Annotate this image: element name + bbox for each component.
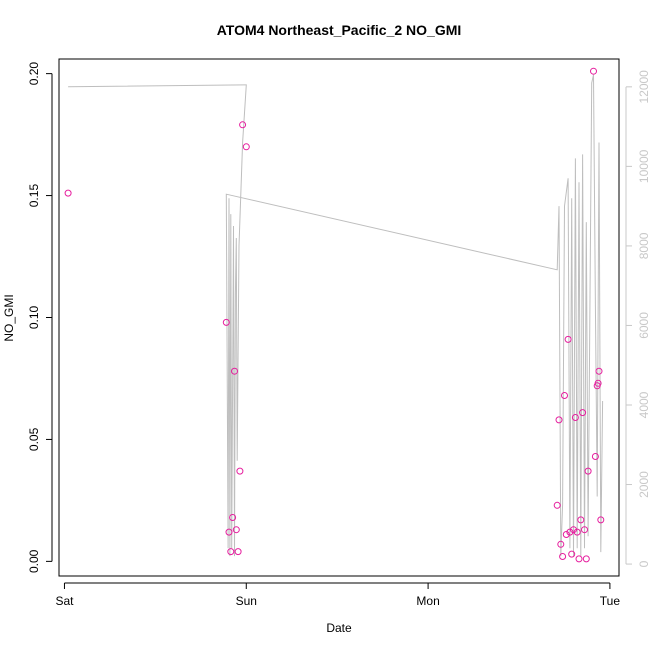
right-y-axis: 0 2000 4000 6000 8000 10000 12000 (625, 70, 650, 567)
data-point (581, 526, 588, 534)
data-point (564, 335, 572, 343)
data-point (555, 416, 563, 424)
data-point (64, 189, 72, 197)
data-point (559, 553, 567, 560)
chart-title: ATOM4 Northeast_Pacific_2 NO_GMI (217, 22, 462, 38)
y-tick-label: 0.15 (27, 184, 41, 208)
data-point (568, 550, 576, 558)
data-point (595, 367, 603, 375)
data-point (236, 467, 244, 475)
data-point (584, 467, 592, 475)
y-axis-label: NO_GMI (2, 294, 16, 341)
data-point (222, 318, 230, 326)
data-point (234, 548, 242, 556)
plot-frame (58, 58, 620, 577)
right-y-tick-label: 4000 (637, 391, 650, 418)
data-point (571, 414, 579, 421)
right-y-tick-label: 10000 (637, 149, 650, 183)
data-point (557, 540, 565, 548)
data-point (594, 379, 602, 387)
data-points-layer (64, 67, 605, 563)
data-point (242, 143, 250, 151)
y-tick-label: 0.20 (27, 62, 41, 86)
altitude-line-layer (68, 74, 604, 557)
data-point (570, 526, 577, 534)
data-point (239, 121, 247, 129)
x-tick-label: Mon (416, 594, 439, 608)
data-point (577, 516, 585, 524)
x-tick-label: Sat (55, 594, 74, 608)
right-y-tick-label: 2000 (637, 471, 650, 498)
data-point (579, 409, 587, 417)
right-y-tick-label: 8000 (637, 232, 650, 259)
right-y-tick-label: 6000 (637, 312, 650, 339)
data-point (575, 555, 583, 563)
data-point (227, 548, 235, 556)
x-axis: Sat Sun Mon Tue (55, 582, 621, 608)
data-point (582, 555, 590, 563)
data-point (573, 528, 581, 536)
data-point (566, 528, 574, 536)
data-point (225, 528, 233, 536)
y-tick-label: 0.05 (27, 427, 41, 451)
data-point (561, 392, 568, 399)
data-point (597, 516, 605, 524)
right-y-tick-label: 0 (637, 560, 650, 567)
x-tick-label: Tue (600, 594, 621, 608)
y-tick-label: 0.10 (27, 305, 41, 329)
data-point (562, 531, 570, 538)
data-point (231, 367, 238, 375)
y-tick-label: 0.00 (27, 549, 41, 573)
x-axis-label: Date (326, 621, 352, 635)
right-y-tick-label: 12000 (637, 70, 650, 104)
y-axis: 0.00 0.05 0.10 0.15 0.20 (27, 62, 53, 573)
data-point (553, 501, 561, 509)
altitude-series-line (68, 74, 604, 557)
data-point (591, 453, 599, 460)
data-point (229, 514, 237, 521)
data-point (232, 526, 240, 534)
x-tick-label: Sun (236, 594, 257, 608)
data-point (590, 67, 597, 75)
